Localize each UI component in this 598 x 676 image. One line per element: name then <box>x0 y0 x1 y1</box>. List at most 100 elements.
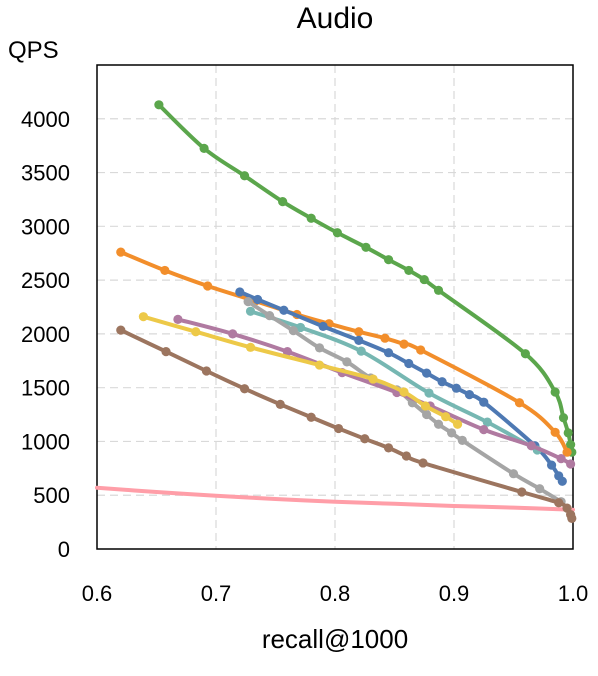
data-point <box>354 335 364 345</box>
data-point <box>404 358 414 369</box>
data-point <box>160 265 170 276</box>
x-tick-label: 0.9 <box>439 581 470 606</box>
data-point <box>239 384 250 394</box>
data-point <box>404 265 414 276</box>
y-tick-label: 4000 <box>21 107 70 132</box>
data-point <box>161 347 171 357</box>
y-tick-label: 500 <box>33 483 70 508</box>
data-point <box>447 428 457 438</box>
data-point <box>479 425 489 435</box>
x-tick-label: 1.0 <box>558 581 589 606</box>
series-layer <box>95 100 577 523</box>
data-point <box>306 213 316 223</box>
gridlines <box>97 65 573 549</box>
data-point <box>332 228 342 238</box>
data-point <box>550 427 560 437</box>
series-7 <box>173 314 576 469</box>
data-point <box>154 100 164 110</box>
chart-title: Audio <box>297 2 374 35</box>
data-point <box>452 419 463 429</box>
data-point <box>116 325 126 335</box>
y-axis-ticks: 0 500 1000 1500 2000 2500 3000 3500 4000 <box>21 107 70 562</box>
data-point <box>514 398 525 408</box>
data-point <box>380 333 390 343</box>
data-point <box>520 349 531 359</box>
data-point <box>360 434 370 444</box>
data-point <box>288 326 298 336</box>
series-8 <box>138 312 463 429</box>
data-point <box>399 387 409 397</box>
data-point <box>399 339 409 349</box>
y-tick-label: 1000 <box>21 429 70 454</box>
data-point <box>422 409 432 420</box>
y-tick-label: 3500 <box>21 161 70 186</box>
x-tick-label: 0.7 <box>201 581 232 606</box>
series-3 <box>116 247 572 457</box>
series-line <box>95 485 575 512</box>
data-point <box>318 321 328 331</box>
data-point <box>535 484 545 494</box>
data-point <box>566 440 576 450</box>
data-point <box>562 447 572 457</box>
data-point <box>420 401 431 411</box>
data-point <box>451 383 461 393</box>
data-point <box>546 460 557 470</box>
data-point <box>239 171 250 181</box>
data-point <box>508 469 519 479</box>
plot-area-frame <box>96 64 574 550</box>
series-4 <box>235 287 567 486</box>
data-point <box>383 348 394 358</box>
y-tick-label: 1500 <box>21 376 70 401</box>
data-point <box>418 458 428 468</box>
data-point <box>199 143 209 153</box>
data-point <box>173 314 183 324</box>
data-point <box>424 388 434 398</box>
data-point <box>556 454 566 464</box>
data-point <box>116 247 126 257</box>
data-point <box>550 387 560 397</box>
data-point <box>295 322 306 333</box>
data-point <box>356 346 366 356</box>
data-point <box>433 419 444 429</box>
series-line <box>156 102 574 455</box>
data-point <box>419 274 429 285</box>
data-point <box>526 441 536 451</box>
y-axis-title: QPS <box>8 37 59 64</box>
x-axis-ticks: 0.6 0.7 0.8 0.9 1.0 <box>82 581 589 606</box>
data-point <box>306 412 316 422</box>
data-point <box>401 451 411 461</box>
data-point <box>201 366 212 376</box>
series-2 <box>154 100 577 457</box>
data-point <box>563 428 573 438</box>
y-tick-label: 3000 <box>21 214 70 239</box>
data-point <box>342 357 352 367</box>
data-point <box>279 305 289 315</box>
series-line <box>141 314 460 427</box>
data-point <box>361 242 371 252</box>
data-point <box>441 412 451 422</box>
data-point <box>433 285 444 295</box>
data-point <box>422 368 432 378</box>
data-point <box>554 498 564 508</box>
data-point <box>333 423 344 434</box>
data-point <box>253 294 263 305</box>
series-line <box>118 250 569 455</box>
data-point <box>464 390 475 400</box>
data-point <box>203 281 213 291</box>
data-point <box>354 327 364 337</box>
x-tick-label: 0.6 <box>82 581 113 606</box>
data-point <box>567 513 577 523</box>
data-point <box>228 329 238 339</box>
y-tick-label: 2000 <box>21 322 70 347</box>
x-tick-label: 0.8 <box>320 581 351 606</box>
series-9 <box>116 325 577 523</box>
y-tick-label: 0 <box>58 537 70 562</box>
data-point <box>558 413 569 423</box>
data-point <box>275 399 285 409</box>
x-axis-title: recall@1000 <box>262 624 408 654</box>
data-point <box>314 343 325 353</box>
data-point <box>368 374 378 384</box>
data-point <box>235 287 245 297</box>
data-point <box>282 347 292 357</box>
